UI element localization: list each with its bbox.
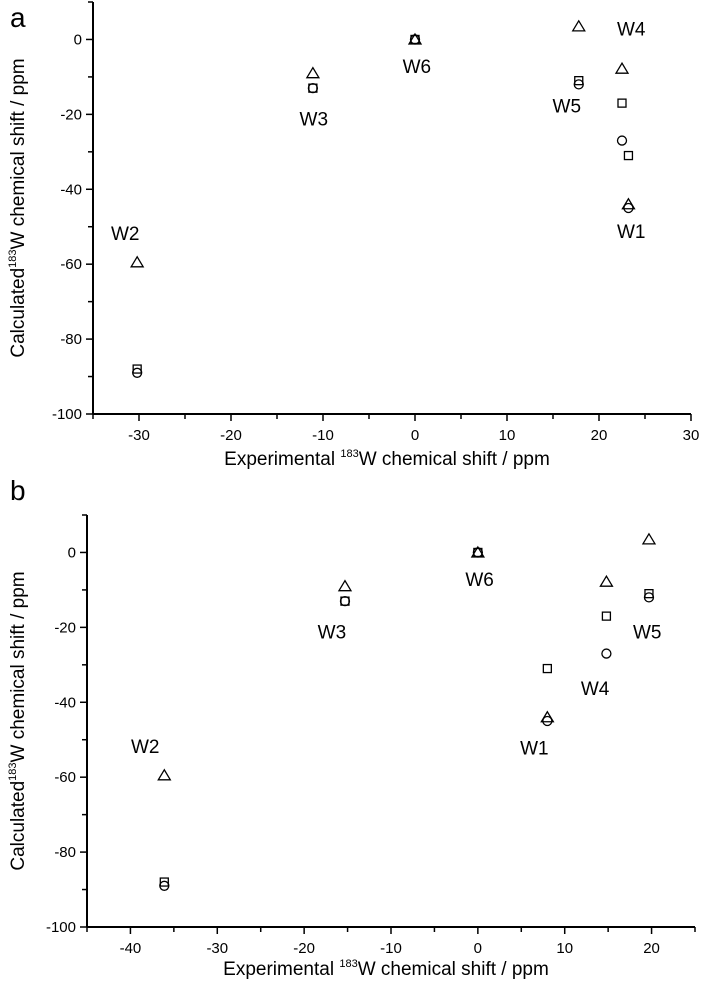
x-tick-label: 0 [411, 427, 419, 444]
y-tick-label: -20 [60, 106, 82, 123]
y-tick-label: -40 [60, 181, 82, 198]
triangle-marker [571, 19, 586, 32]
y-tick-label: -100 [52, 406, 82, 423]
data-point-group-w6 [470, 545, 486, 558]
x-tick-label: 0 [474, 940, 482, 957]
circle-marker [132, 367, 143, 378]
square-marker [623, 150, 634, 161]
data-point-group-w5 [641, 532, 657, 603]
triangle-marker [614, 61, 630, 74]
y-tick-label: 0 [68, 544, 76, 561]
panel-label: a [10, 2, 26, 33]
y-tick-label: -100 [46, 919, 76, 936]
y-tick-label: -80 [54, 844, 76, 861]
triangle-marker [540, 710, 555, 723]
data-point-group-w4 [599, 574, 614, 659]
circle-marker [623, 202, 634, 214]
data-point-group-w1 [621, 150, 636, 214]
y-tick-label: -60 [60, 256, 82, 273]
square-marker [132, 364, 142, 374]
x-tick-label: -30 [206, 940, 228, 957]
x-tick-label: 30 [683, 427, 700, 444]
x-tick-label: -30 [128, 427, 150, 444]
y-tick-label: -60 [54, 769, 76, 786]
triangle-marker [157, 768, 172, 781]
data-point-group-w3 [337, 579, 353, 607]
x-tick-label: 10 [499, 427, 516, 444]
triangle-marker [641, 532, 657, 545]
x-axis-title: Experimental 183W chemical shift / ppm [224, 448, 550, 470]
data-point-group-w6 [407, 32, 423, 45]
square-marker [617, 98, 627, 108]
chart-panel-a: a-30 -20 -10 0 10 20 30-100-80-60-40-200Experi… [7, 1, 700, 470]
circle-marker [307, 82, 319, 94]
x-tick-label: -20 [293, 940, 315, 957]
y-tick-label: -40 [54, 694, 76, 711]
x-tick-label: -40 [120, 940, 142, 957]
data-point-group-w3 [305, 66, 321, 94]
point-label-w5: W5 [553, 96, 582, 117]
data-point-group-w1 [540, 663, 555, 727]
y-tick-label: -20 [54, 619, 76, 636]
x-tick-label: -10 [312, 427, 334, 444]
x-tick-label: -20 [220, 427, 242, 444]
circle-marker [616, 135, 628, 146]
triangle-marker [337, 579, 353, 592]
square-marker [159, 877, 169, 887]
x-tick-label: 10 [556, 940, 573, 957]
triangle-marker [599, 574, 614, 587]
square-marker [644, 589, 654, 599]
y-tick-label: -80 [60, 331, 82, 348]
triangle-marker [621, 197, 636, 210]
x-tick-label: -10 [380, 940, 402, 957]
triangle-marker [470, 545, 486, 558]
data-point-group-w2 [130, 255, 145, 378]
point-label-w4: W4 [581, 679, 610, 700]
point-label-w2: W2 [131, 737, 160, 758]
data-point-group-w5 [571, 19, 586, 90]
x-tick-label: 20 [643, 940, 660, 957]
point-label-w3: W3 [318, 623, 347, 644]
square-marker [601, 611, 612, 621]
point-label-w6: W6 [465, 570, 494, 591]
triangle-marker [130, 255, 145, 268]
point-label-w5: W5 [633, 623, 662, 644]
circle-marker [573, 79, 584, 90]
point-label-w2: W2 [111, 224, 140, 245]
point-label-w1: W1 [617, 222, 646, 243]
chart-panel-b: b-40 -30 -20 -10 0 10 20-100-80-60-40-200Exper… [7, 475, 696, 980]
data-point-group-w2 [157, 768, 172, 891]
y-axis-title: Calculated183W chemical shift / ppm [7, 571, 29, 870]
point-label-w3: W3 [300, 110, 329, 131]
triangle-marker [305, 66, 321, 79]
square-marker [542, 663, 552, 674]
data-point-group-w4 [614, 61, 630, 146]
y-tick-label: 0 [74, 31, 82, 48]
point-label-w6: W6 [403, 57, 432, 78]
circle-marker [643, 592, 655, 603]
y-axis-title: Calculated183W chemical shift / ppm [7, 58, 29, 357]
point-label-w1: W1 [520, 739, 549, 760]
square-marker [574, 76, 584, 86]
x-tick-label: 20 [591, 427, 608, 444]
panel-label: b [10, 475, 26, 506]
circle-marker [542, 715, 553, 727]
x-axis-title: Experimental 183W chemical shift / ppm [223, 958, 549, 980]
triangle-marker [407, 32, 423, 45]
circle-marker [339, 595, 351, 607]
circle-marker [159, 880, 170, 891]
circle-marker [601, 648, 612, 659]
point-label-w4: W4 [617, 20, 646, 41]
